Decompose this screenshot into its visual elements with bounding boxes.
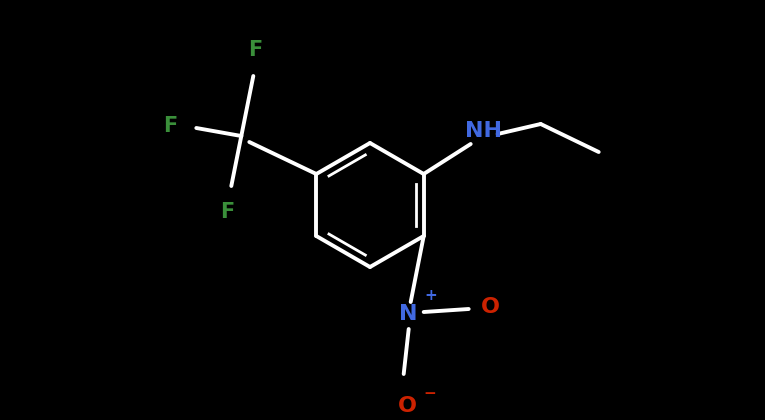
Text: N: N xyxy=(399,304,418,324)
Text: NH: NH xyxy=(465,121,502,141)
Text: F: F xyxy=(163,116,177,136)
Text: O: O xyxy=(481,297,500,317)
Text: −: − xyxy=(423,386,436,402)
Text: +: + xyxy=(425,289,437,304)
Text: F: F xyxy=(248,40,262,60)
Text: F: F xyxy=(220,202,234,222)
Text: O: O xyxy=(399,396,417,416)
